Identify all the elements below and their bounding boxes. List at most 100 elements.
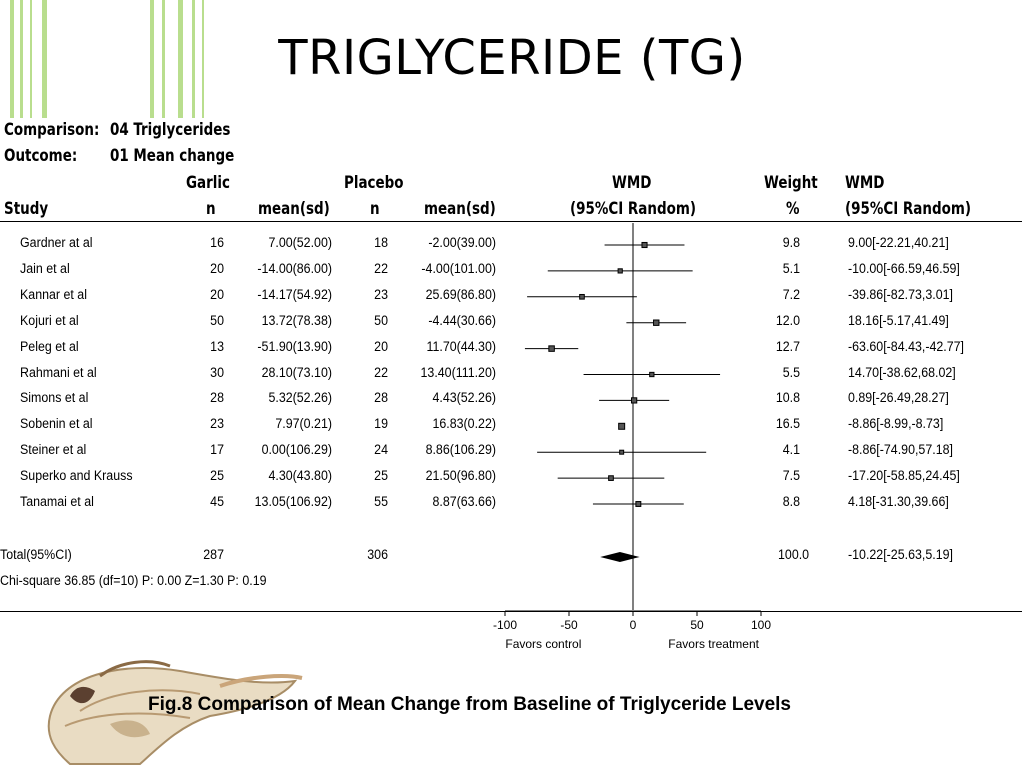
ci-random-header: (95%CI Random): [570, 199, 697, 219]
point-estimate: [579, 293, 585, 300]
study-name: Gardner at al: [20, 235, 93, 250]
point-estimate: [641, 241, 648, 249]
garlic-meansd: -14.17(54.92): [257, 286, 332, 302]
garlic-n: 20: [210, 260, 224, 276]
placebo-n: 20: [374, 338, 388, 354]
placebo-n: 25: [374, 468, 388, 484]
study-name: Jain et al: [20, 260, 70, 276]
garlic-meansd: -51.90(13.90): [257, 338, 332, 354]
outcome-value: 01 Mean change: [110, 146, 235, 166]
favors-treatment-label: Favors treatment: [668, 637, 759, 651]
garlic-n: 45: [210, 494, 224, 509]
comparison-label: Comparison:: [4, 120, 100, 140]
decor-stripe: [202, 0, 204, 120]
total-wmd: -10.22[-25.63,5.19]: [848, 547, 953, 562]
study-wmd-ci: 4.18[-31.30,39.66]: [848, 494, 949, 509]
heterogeneity-stats: Chi-square 36.85 (df=10) P: 0.00 Z=1.30 …: [0, 573, 267, 588]
placebo-meansd: 13.40(111.20): [420, 364, 496, 380]
study-header: Study: [4, 199, 49, 219]
placebo-n-header: n: [370, 199, 380, 219]
study-wmd-ci: 9.00[-22.21,40.21]: [848, 235, 949, 250]
garlic-meansd: 13.05(106.92): [254, 494, 332, 509]
decor-stripe: [30, 0, 32, 120]
forest-plot-panel: Comparison: 04 Triglycerides Outcome: 01…: [0, 118, 1024, 658]
placebo-meansd: -4.44(30.66): [428, 312, 496, 328]
decor-stripe: [10, 0, 14, 120]
study-weight: 12.7: [775, 338, 800, 354]
placebo-meansd: 4.43(52.26): [432, 390, 496, 406]
figure-caption: Fig.8 Comparison of Mean Change from Bas…: [148, 694, 791, 715]
point-estimate: [608, 475, 614, 481]
study-weight: 5.1: [782, 260, 800, 276]
decor-stripe: [42, 0, 47, 120]
study-weight: 4.1: [782, 442, 800, 458]
garlic-meansd: 13.72(78.38): [261, 312, 332, 328]
weight-header: Weight: [764, 173, 818, 193]
garlic-n: 23: [210, 416, 224, 432]
placebo-n: 28: [374, 390, 388, 406]
placebo-n: 24: [374, 442, 388, 458]
garlic-n-header: n: [206, 199, 216, 219]
garlic-n: 25: [210, 468, 224, 484]
ci-random2-header: (95%CI Random): [845, 199, 972, 219]
study-name: Simons et al: [20, 390, 89, 406]
point-estimate: [649, 371, 655, 378]
placebo-meansd: -2.00(39.00): [428, 235, 496, 250]
study-weight: 9.8: [782, 235, 800, 250]
garlic-meansd: 7.97(0.21): [275, 416, 332, 432]
study-weight: 7.2: [782, 286, 800, 302]
placebo-meansd: 21.50(96.80): [425, 468, 496, 484]
placebo-n: 19: [374, 416, 388, 432]
placebo-n: 23: [374, 286, 388, 302]
study-name: Kannar et al: [20, 286, 87, 302]
slide-title: TRIGLYCERIDE (TG): [278, 30, 746, 86]
study-wmd-ci: -63.60[-84.43,-42.77]: [848, 338, 965, 354]
favors-control-label: Favors control: [505, 637, 581, 651]
garlic-illustration: [47, 660, 303, 765]
x-tick-label: 100: [751, 618, 771, 632]
garlic-n: 17: [210, 442, 224, 458]
study-name: Kojuri et al: [20, 312, 79, 328]
wmd-header: WMD: [612, 173, 652, 193]
pct-header: %: [786, 199, 800, 219]
garlic-meansd: -14.00(86.00): [257, 260, 332, 276]
study-wmd-ci: -17.20[-58.85,24.45]: [848, 468, 960, 484]
point-estimate: [617, 268, 623, 274]
placebo-n: 22: [374, 364, 388, 380]
study-name: Tanamai et al: [20, 494, 94, 509]
garlic-meansd: 7.00(52.00): [268, 235, 332, 250]
point-estimate: [618, 422, 626, 430]
study-weight: 16.5: [775, 416, 800, 432]
x-tick-label: -100: [493, 618, 517, 632]
point-estimate: [619, 449, 625, 455]
study-wmd-ci: -10.00[-66.59,46.59]: [848, 260, 960, 276]
garlic-meansd: 5.32(52.26): [268, 390, 332, 406]
placebo-n: 18: [374, 235, 388, 250]
total-label: Total(95%CI): [0, 547, 72, 562]
placebo-meansd: 8.87(63.66): [432, 494, 496, 509]
study-weight: 12.0: [775, 312, 800, 328]
placebo-meansd: -4.00(101.00): [421, 260, 496, 276]
study-name: Peleg et al: [20, 338, 79, 354]
garlic-header: Garlic: [186, 173, 230, 193]
decor-stripe: [192, 0, 195, 120]
wmd2-header: WMD: [845, 173, 885, 193]
study-wmd-ci: 18.16[-5.17,41.49]: [848, 312, 949, 328]
placebo-header: Placebo: [344, 173, 404, 193]
study-wmd-ci: -39.86[-82.73,3.01]: [848, 286, 953, 302]
x-tick-label: 50: [690, 618, 704, 632]
pooled-diamond: [600, 552, 640, 562]
study-wmd-ci: 0.89[-26.49,28.27]: [848, 390, 949, 406]
study-name: Steiner et al: [20, 442, 87, 458]
study-weight: 5.5: [782, 364, 800, 380]
decor-stripe: [178, 0, 183, 120]
placebo-meansd: 16.83(0.22): [432, 416, 496, 432]
garlic-n: 50: [210, 312, 224, 328]
garlic-n: 28: [210, 390, 224, 406]
header-rule: [0, 221, 1022, 222]
placebo-meansd: 11.70(44.30): [426, 338, 496, 354]
study-name: Sobenin et al: [20, 416, 93, 432]
placebo-n: 50: [374, 312, 388, 328]
study-name: Rahmani et al: [20, 364, 97, 380]
decor-stripe: [150, 0, 154, 120]
